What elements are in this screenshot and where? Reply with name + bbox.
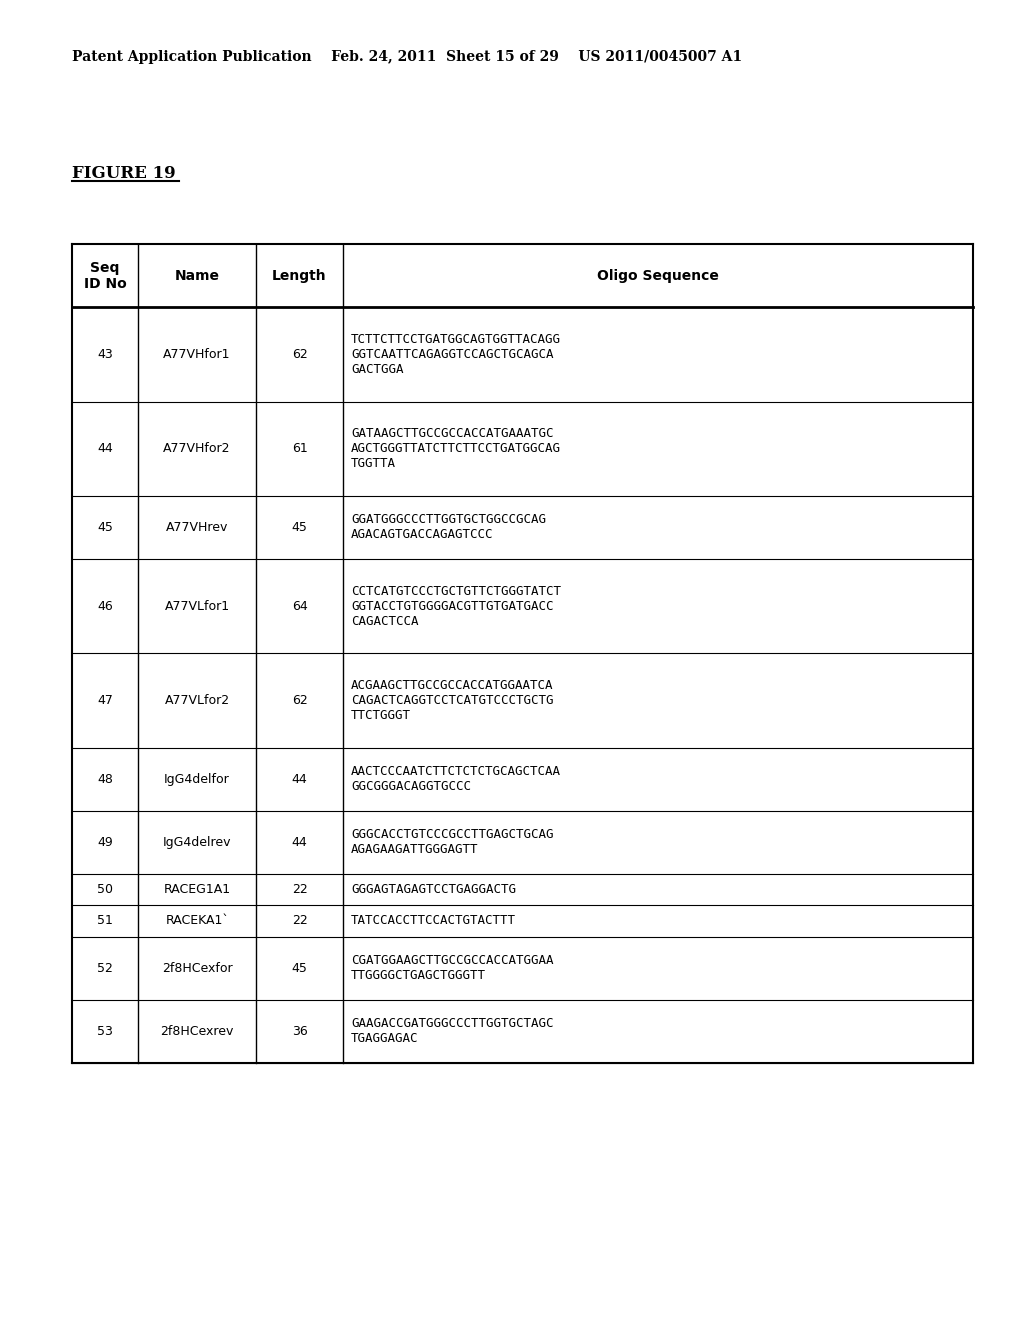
Text: 22: 22 [292, 915, 307, 928]
Text: 62: 62 [292, 348, 307, 360]
Text: IgG4delfor: IgG4delfor [164, 772, 230, 785]
Text: TCTTCTTCCTGATGGCAGTGGTTACAGG
GGTCAATTCAGAGGTCCAGCTGCAGCA
GACTGGA: TCTTCTTCCTGATGGCAGTGGTTACAGG GGTCAATTCAG… [351, 333, 561, 376]
Text: GGATGGGCCCTTGGTGCTGGCCGCAG
AGACAGTGACCAGAGTCCC: GGATGGGCCCTTGGTGCTGGCCGCAG AGACAGTGACCAG… [351, 513, 546, 541]
Text: 45: 45 [292, 962, 307, 974]
Text: AACTCCCAATCTTCTCTCTGCAGCTCAA
GGCGGGACAGGTGCCC: AACTCCCAATCTTCTCTCTGCAGCTCAA GGCGGGACAGG… [351, 766, 561, 793]
Text: A77VLfor2: A77VLfor2 [165, 694, 229, 708]
Text: 44: 44 [97, 442, 113, 455]
Text: CGATGGAAGCTTGCCGCCACCATGGAA
TTGGGGCTGAGCTGGGTT: CGATGGAAGCTTGCCGCCACCATGGAA TTGGGGCTGAGC… [351, 954, 554, 982]
Text: 44: 44 [292, 772, 307, 785]
Text: TATCCACCTTCCACTGTACTTT: TATCCACCTTCCACTGTACTTT [351, 915, 516, 928]
Text: A77VHfor1: A77VHfor1 [164, 348, 230, 360]
Text: 43: 43 [97, 348, 113, 360]
Text: A77VLfor1: A77VLfor1 [165, 599, 229, 612]
Text: RACEG1A1: RACEG1A1 [164, 883, 230, 896]
Text: CCTCATGTCCCTGCTGTTCTGGGTATCT
GGTACCTGTGGGGACGTTGTGATGACC
CAGACTCCA: CCTCATGTCCCTGCTGTTCTGGGTATCT GGTACCTGTGG… [351, 585, 561, 628]
Text: RACEKA1`: RACEKA1` [165, 915, 229, 928]
Text: FIGURE 19: FIGURE 19 [72, 165, 175, 182]
Text: 51: 51 [97, 915, 113, 928]
Text: 52: 52 [97, 962, 113, 974]
Text: IgG4delrev: IgG4delrev [163, 836, 231, 849]
Text: 62: 62 [292, 694, 307, 708]
Text: Name: Name [175, 269, 219, 282]
Text: 61: 61 [292, 442, 307, 455]
Text: GATAAGCTTGCCGCCACCATGAAATGC
AGCTGGGTTATCTTCTTCCTGATGGCAG
TGGTTA: GATAAGCTTGCCGCCACCATGAAATGC AGCTGGGTTATC… [351, 428, 561, 470]
Text: 2f8HCexfor: 2f8HCexfor [162, 962, 232, 974]
Text: 49: 49 [97, 836, 113, 849]
Text: 45: 45 [292, 521, 307, 535]
Text: 48: 48 [97, 772, 113, 785]
Text: Oligo Sequence: Oligo Sequence [597, 269, 719, 282]
Text: Length: Length [272, 269, 327, 282]
Text: 45: 45 [97, 521, 113, 535]
Text: 22: 22 [292, 883, 307, 896]
Text: GGGCACCTGTCCCGCCTTGAGCTGCAG
AGAGAAGATTGGGAGTT: GGGCACCTGTCCCGCCTTGAGCTGCAG AGAGAAGATTGG… [351, 828, 554, 857]
Text: 64: 64 [292, 599, 307, 612]
Text: 53: 53 [97, 1024, 113, 1038]
Text: A77VHfor2: A77VHfor2 [164, 442, 230, 455]
Text: ACGAAGCTTGCCGCCACCATGGAATCA
CAGACTCAGGTCCTCATGTCCCTGCTG
TTCTGGGT: ACGAAGCTTGCCGCCACCATGGAATCA CAGACTCAGGTC… [351, 678, 554, 722]
Text: Seq
ID No: Seq ID No [84, 260, 126, 290]
Text: 2f8HCexrev: 2f8HCexrev [161, 1024, 233, 1038]
Text: GGGAGTAGAGTCCTGAGGACTG: GGGAGTAGAGTCCTGAGGACTG [351, 883, 516, 896]
Text: Patent Application Publication    Feb. 24, 2011  Sheet 15 of 29    US 2011/00450: Patent Application Publication Feb. 24, … [72, 50, 741, 65]
Text: 44: 44 [292, 836, 307, 849]
Text: 50: 50 [97, 883, 113, 896]
Text: 47: 47 [97, 694, 113, 708]
Text: GAAGACCGATGGGCCCTTGGTGCTAGC
TGAGGAGAC: GAAGACCGATGGGCCCTTGGTGCTAGC TGAGGAGAC [351, 1018, 554, 1045]
Text: 36: 36 [292, 1024, 307, 1038]
Text: A77VHrev: A77VHrev [166, 521, 228, 535]
Text: 46: 46 [97, 599, 113, 612]
